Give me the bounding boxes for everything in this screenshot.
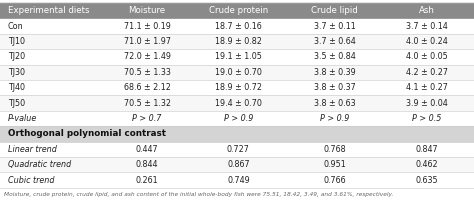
Text: Moisture: Moisture bbox=[128, 6, 166, 15]
Text: Ash: Ash bbox=[419, 6, 435, 15]
Text: Cubic trend: Cubic trend bbox=[8, 176, 54, 185]
Text: 3.8 ± 0.39: 3.8 ± 0.39 bbox=[313, 68, 356, 77]
Text: 4.2 ± 0.27: 4.2 ± 0.27 bbox=[406, 68, 448, 77]
Bar bbox=[0, 142, 474, 157]
Text: 0.727: 0.727 bbox=[227, 145, 250, 154]
Text: 18.9 ± 0.82: 18.9 ± 0.82 bbox=[215, 37, 262, 46]
Text: Linear trend: Linear trend bbox=[8, 145, 56, 154]
Bar bbox=[0, 80, 474, 95]
Bar bbox=[0, 49, 474, 65]
Text: 3.5 ± 0.84: 3.5 ± 0.84 bbox=[313, 52, 356, 61]
Text: 0.867: 0.867 bbox=[227, 160, 250, 169]
Text: Orthogonal polynomial contrast: Orthogonal polynomial contrast bbox=[8, 130, 165, 139]
Text: TJ40: TJ40 bbox=[8, 83, 25, 92]
Text: TJ50: TJ50 bbox=[8, 99, 25, 108]
Text: Quadratic trend: Quadratic trend bbox=[8, 160, 71, 169]
Text: 0.261: 0.261 bbox=[136, 176, 158, 185]
Text: 4.0 ± 0.05: 4.0 ± 0.05 bbox=[406, 52, 448, 61]
Text: P > 0.9: P > 0.9 bbox=[320, 114, 349, 123]
Text: P > 0.9: P > 0.9 bbox=[224, 114, 253, 123]
Text: 70.5 ± 1.32: 70.5 ± 1.32 bbox=[124, 99, 171, 108]
Text: 72.0 ± 1.49: 72.0 ± 1.49 bbox=[124, 52, 171, 61]
Text: 71.1 ± 0.19: 71.1 ± 0.19 bbox=[124, 22, 171, 31]
Text: 18.7 ± 0.16: 18.7 ± 0.16 bbox=[215, 22, 262, 31]
Text: TJ30: TJ30 bbox=[8, 68, 25, 77]
Bar bbox=[0, 18, 474, 34]
Bar bbox=[0, 111, 474, 126]
Bar bbox=[0, 126, 474, 142]
Text: 3.7 ± 0.64: 3.7 ± 0.64 bbox=[313, 37, 356, 46]
Text: Experimental diets: Experimental diets bbox=[8, 6, 89, 15]
Text: 71.0 ± 1.97: 71.0 ± 1.97 bbox=[124, 37, 171, 46]
Bar bbox=[0, 65, 474, 80]
Text: Crude lipid: Crude lipid bbox=[311, 6, 358, 15]
Text: 0.749: 0.749 bbox=[227, 176, 250, 185]
Text: 3.8 ± 0.63: 3.8 ± 0.63 bbox=[314, 99, 355, 108]
Text: 0.462: 0.462 bbox=[416, 160, 438, 169]
Text: 3.7 ± 0.11: 3.7 ± 0.11 bbox=[313, 22, 356, 31]
Text: 0.766: 0.766 bbox=[323, 176, 346, 185]
Bar bbox=[0, 34, 474, 49]
Text: Con: Con bbox=[8, 22, 23, 31]
Text: P > 0.5: P > 0.5 bbox=[412, 114, 441, 123]
Text: 70.5 ± 1.33: 70.5 ± 1.33 bbox=[124, 68, 171, 77]
Text: 0.447: 0.447 bbox=[136, 145, 158, 154]
Text: TJ20: TJ20 bbox=[8, 52, 25, 61]
Text: 19.4 ± 0.70: 19.4 ± 0.70 bbox=[215, 99, 262, 108]
Text: 3.7 ± 0.14: 3.7 ± 0.14 bbox=[406, 22, 448, 31]
Text: 4.1 ± 0.27: 4.1 ± 0.27 bbox=[406, 83, 448, 92]
Text: TJ10: TJ10 bbox=[8, 37, 25, 46]
Text: 19.1 ± 1.05: 19.1 ± 1.05 bbox=[215, 52, 262, 61]
Text: 0.768: 0.768 bbox=[323, 145, 346, 154]
Bar bbox=[0, 3, 474, 19]
Text: 18.9 ± 0.72: 18.9 ± 0.72 bbox=[215, 83, 262, 92]
Text: 0.635: 0.635 bbox=[416, 176, 438, 185]
Text: 19.0 ± 0.70: 19.0 ± 0.70 bbox=[215, 68, 262, 77]
Text: 3.9 ± 0.04: 3.9 ± 0.04 bbox=[406, 99, 448, 108]
Text: 3.8 ± 0.37: 3.8 ± 0.37 bbox=[313, 83, 356, 92]
Bar bbox=[0, 157, 474, 173]
Bar bbox=[0, 173, 474, 188]
Text: P-value: P-value bbox=[8, 114, 37, 123]
Text: Crude protein: Crude protein bbox=[209, 6, 268, 15]
Text: Moisture, crude protein, crude lipid, and ash content of the initial whole-body : Moisture, crude protein, crude lipid, an… bbox=[4, 192, 393, 197]
Text: 0.951: 0.951 bbox=[323, 160, 346, 169]
Text: 0.847: 0.847 bbox=[416, 145, 438, 154]
Text: P > 0.7: P > 0.7 bbox=[133, 114, 162, 123]
Text: 0.844: 0.844 bbox=[136, 160, 158, 169]
Text: 4.0 ± 0.24: 4.0 ± 0.24 bbox=[406, 37, 448, 46]
Bar bbox=[0, 95, 474, 111]
Text: 68.6 ± 2.12: 68.6 ± 2.12 bbox=[124, 83, 171, 92]
